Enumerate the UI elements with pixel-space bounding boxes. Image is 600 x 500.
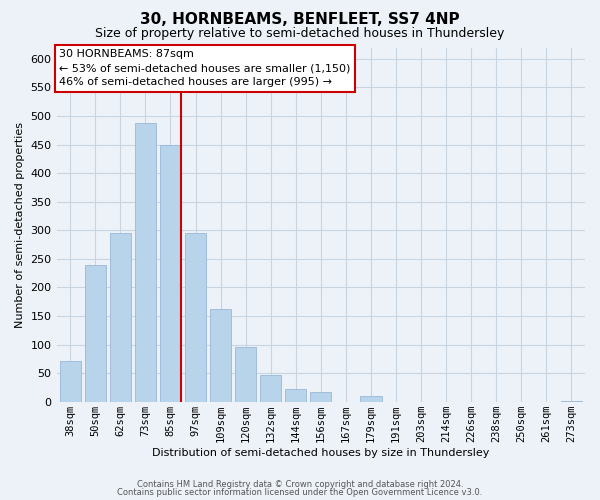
Bar [135, 124, 156, 402]
Y-axis label: Number of semi-detached properties: Number of semi-detached properties [15, 122, 25, 328]
Text: Size of property relative to semi-detached houses in Thundersley: Size of property relative to semi-detach… [95, 28, 505, 40]
Text: 30 HORNBEAMS: 87sqm
← 53% of semi-detached houses are smaller (1,150)
46% of sem: 30 HORNBEAMS: 87sqm ← 53% of semi-detach… [59, 50, 350, 88]
Bar [110, 233, 131, 402]
Bar [260, 376, 281, 402]
Text: Contains HM Land Registry data © Crown copyright and database right 2024.: Contains HM Land Registry data © Crown c… [137, 480, 463, 489]
Bar [59, 360, 81, 402]
Bar [560, 400, 582, 402]
Text: Contains public sector information licensed under the Open Government Licence v3: Contains public sector information licen… [118, 488, 482, 497]
Text: 30, HORNBEAMS, BENFLEET, SS7 4NP: 30, HORNBEAMS, BENFLEET, SS7 4NP [140, 12, 460, 28]
Bar [235, 347, 256, 402]
Bar [160, 144, 181, 402]
Bar [360, 396, 382, 402]
Bar [185, 233, 206, 402]
Bar [310, 392, 331, 402]
Bar [85, 264, 106, 402]
X-axis label: Distribution of semi-detached houses by size in Thundersley: Distribution of semi-detached houses by … [152, 448, 490, 458]
Bar [285, 389, 307, 402]
Bar [210, 309, 231, 402]
